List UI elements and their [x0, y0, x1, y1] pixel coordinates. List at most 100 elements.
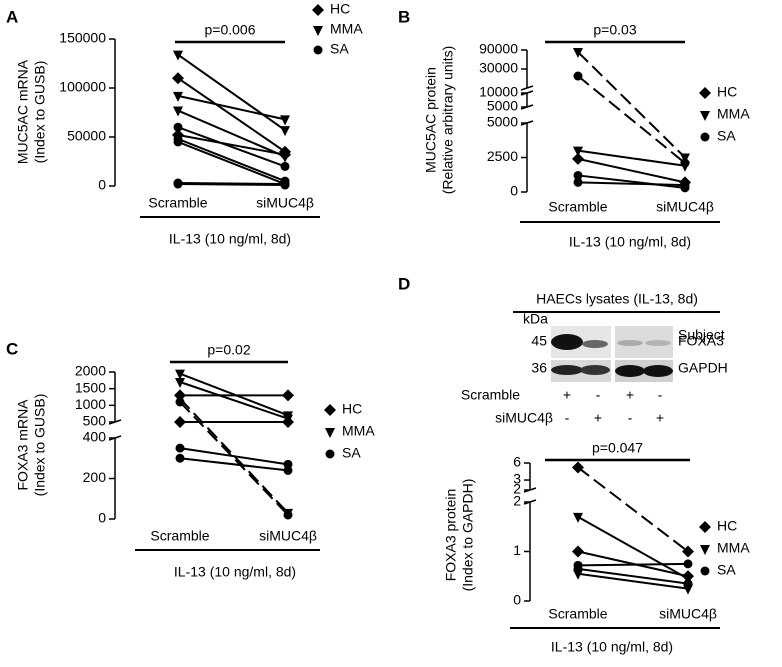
x-tick-label: Scramble	[148, 195, 207, 211]
band-name: GAPDH	[678, 360, 728, 376]
point	[173, 91, 183, 102]
pair-line	[179, 381, 289, 420]
treatment-label: IL-13 (10 ng/ml, 8d)	[169, 231, 291, 247]
y-axis-label: FOXA3 mRNA	[15, 399, 31, 491]
point	[573, 71, 583, 81]
legend-label: HC	[330, 1, 350, 17]
point	[172, 72, 184, 85]
subject-label: Subject	[678, 327, 725, 343]
pair-line	[577, 567, 689, 585]
pair-line	[179, 397, 289, 514]
legend-label: MMA	[717, 540, 750, 556]
y-tick-label: 1	[513, 542, 521, 558]
y-axis-label: MUC5AC mRNA	[15, 59, 31, 164]
x-tick-label: siMUC4β	[259, 528, 317, 544]
pair-line	[177, 134, 286, 156]
y-tick-label: 1500	[75, 379, 106, 395]
x-tick-label: Scramble	[548, 606, 607, 622]
legend-label: SA	[342, 445, 361, 461]
y-axis-label: MUC5AC protein	[423, 67, 439, 173]
pair-line	[177, 77, 286, 153]
condition-label: siMUC4β	[495, 410, 553, 426]
y-tick-label: 2500	[487, 148, 518, 164]
pair-line	[177, 109, 286, 158]
pair-line	[577, 75, 686, 164]
y-tick-label: 10000	[479, 84, 518, 100]
y-tick-label: 150000	[59, 30, 106, 46]
point	[175, 369, 185, 380]
y-tick-label: 90000	[479, 41, 518, 57]
point	[683, 579, 693, 589]
point	[573, 512, 583, 523]
axis-break	[108, 435, 122, 441]
y-axis-label: (Index to GAPDH)	[460, 479, 476, 592]
legend-label: SA	[717, 562, 736, 578]
legend-label: SA	[717, 128, 736, 144]
pair-line	[577, 572, 689, 590]
y-axis-label: (Relative arbitrary units)	[440, 46, 456, 195]
pair-line	[179, 457, 289, 472]
condition-sign: +	[656, 410, 664, 426]
point	[700, 545, 710, 555]
pair-line	[577, 562, 689, 567]
y-axis-label: (Index to GUSB)	[32, 394, 48, 497]
pair-line	[577, 181, 686, 187]
point	[280, 115, 290, 126]
point	[282, 389, 294, 402]
point	[313, 26, 323, 36]
point	[312, 4, 324, 16]
y-tick-label: 5000	[487, 98, 518, 114]
condition-sign: +	[594, 410, 602, 426]
x-tick-label: siMUC4β	[256, 195, 314, 211]
point	[280, 126, 290, 137]
blot-image	[551, 326, 673, 382]
condition-sign: +	[563, 387, 571, 403]
point	[700, 566, 710, 576]
point	[699, 87, 711, 99]
axis-break	[523, 499, 537, 505]
point	[325, 449, 335, 459]
axis-break	[520, 120, 534, 126]
y-tick-label: 2	[513, 481, 521, 497]
point	[680, 180, 690, 190]
y-tick-label: 0	[513, 592, 521, 608]
treatment-label: IL-13 (10 ng/ml, 8d)	[174, 564, 296, 580]
y-tick-label: 400	[83, 429, 107, 445]
y-tick-label: 100000	[59, 79, 106, 95]
point	[283, 414, 293, 425]
y-tick-label: 3	[513, 471, 521, 487]
panel-label: C	[6, 339, 18, 358]
point	[680, 158, 690, 168]
y-tick-label: 1000	[75, 396, 106, 412]
point	[280, 161, 290, 171]
point	[572, 152, 584, 165]
point	[280, 180, 290, 190]
point	[573, 146, 583, 157]
condition-sign: +	[626, 387, 634, 403]
kda-label: kDa	[523, 311, 548, 327]
panel-label: B	[398, 7, 410, 26]
y-tick-label: 0	[98, 510, 106, 526]
point	[572, 461, 584, 474]
pair-line	[577, 51, 686, 159]
band-name: FOXA3	[678, 333, 724, 349]
y-tick-label: 50000	[67, 128, 106, 144]
pair-line	[577, 157, 686, 184]
pair-line	[177, 94, 286, 121]
p-value: p=0.006	[205, 22, 256, 38]
y-axis-label: (Index to GUSB)	[32, 61, 48, 164]
kda-value: 45	[531, 333, 547, 349]
x-tick-label: siMUC4β	[656, 199, 714, 215]
pair-line	[577, 515, 689, 580]
point	[324, 404, 336, 416]
condition-sign: -	[658, 387, 663, 403]
y-tick-label: 0	[510, 183, 518, 199]
y-tick-label: 200	[83, 469, 107, 485]
condition-sign: -	[596, 387, 601, 403]
point	[683, 559, 693, 569]
point	[700, 132, 710, 142]
point	[682, 545, 694, 558]
pair-line	[179, 401, 289, 516]
point	[175, 443, 185, 453]
y-axis-label: FOXA3 protein	[443, 489, 459, 582]
